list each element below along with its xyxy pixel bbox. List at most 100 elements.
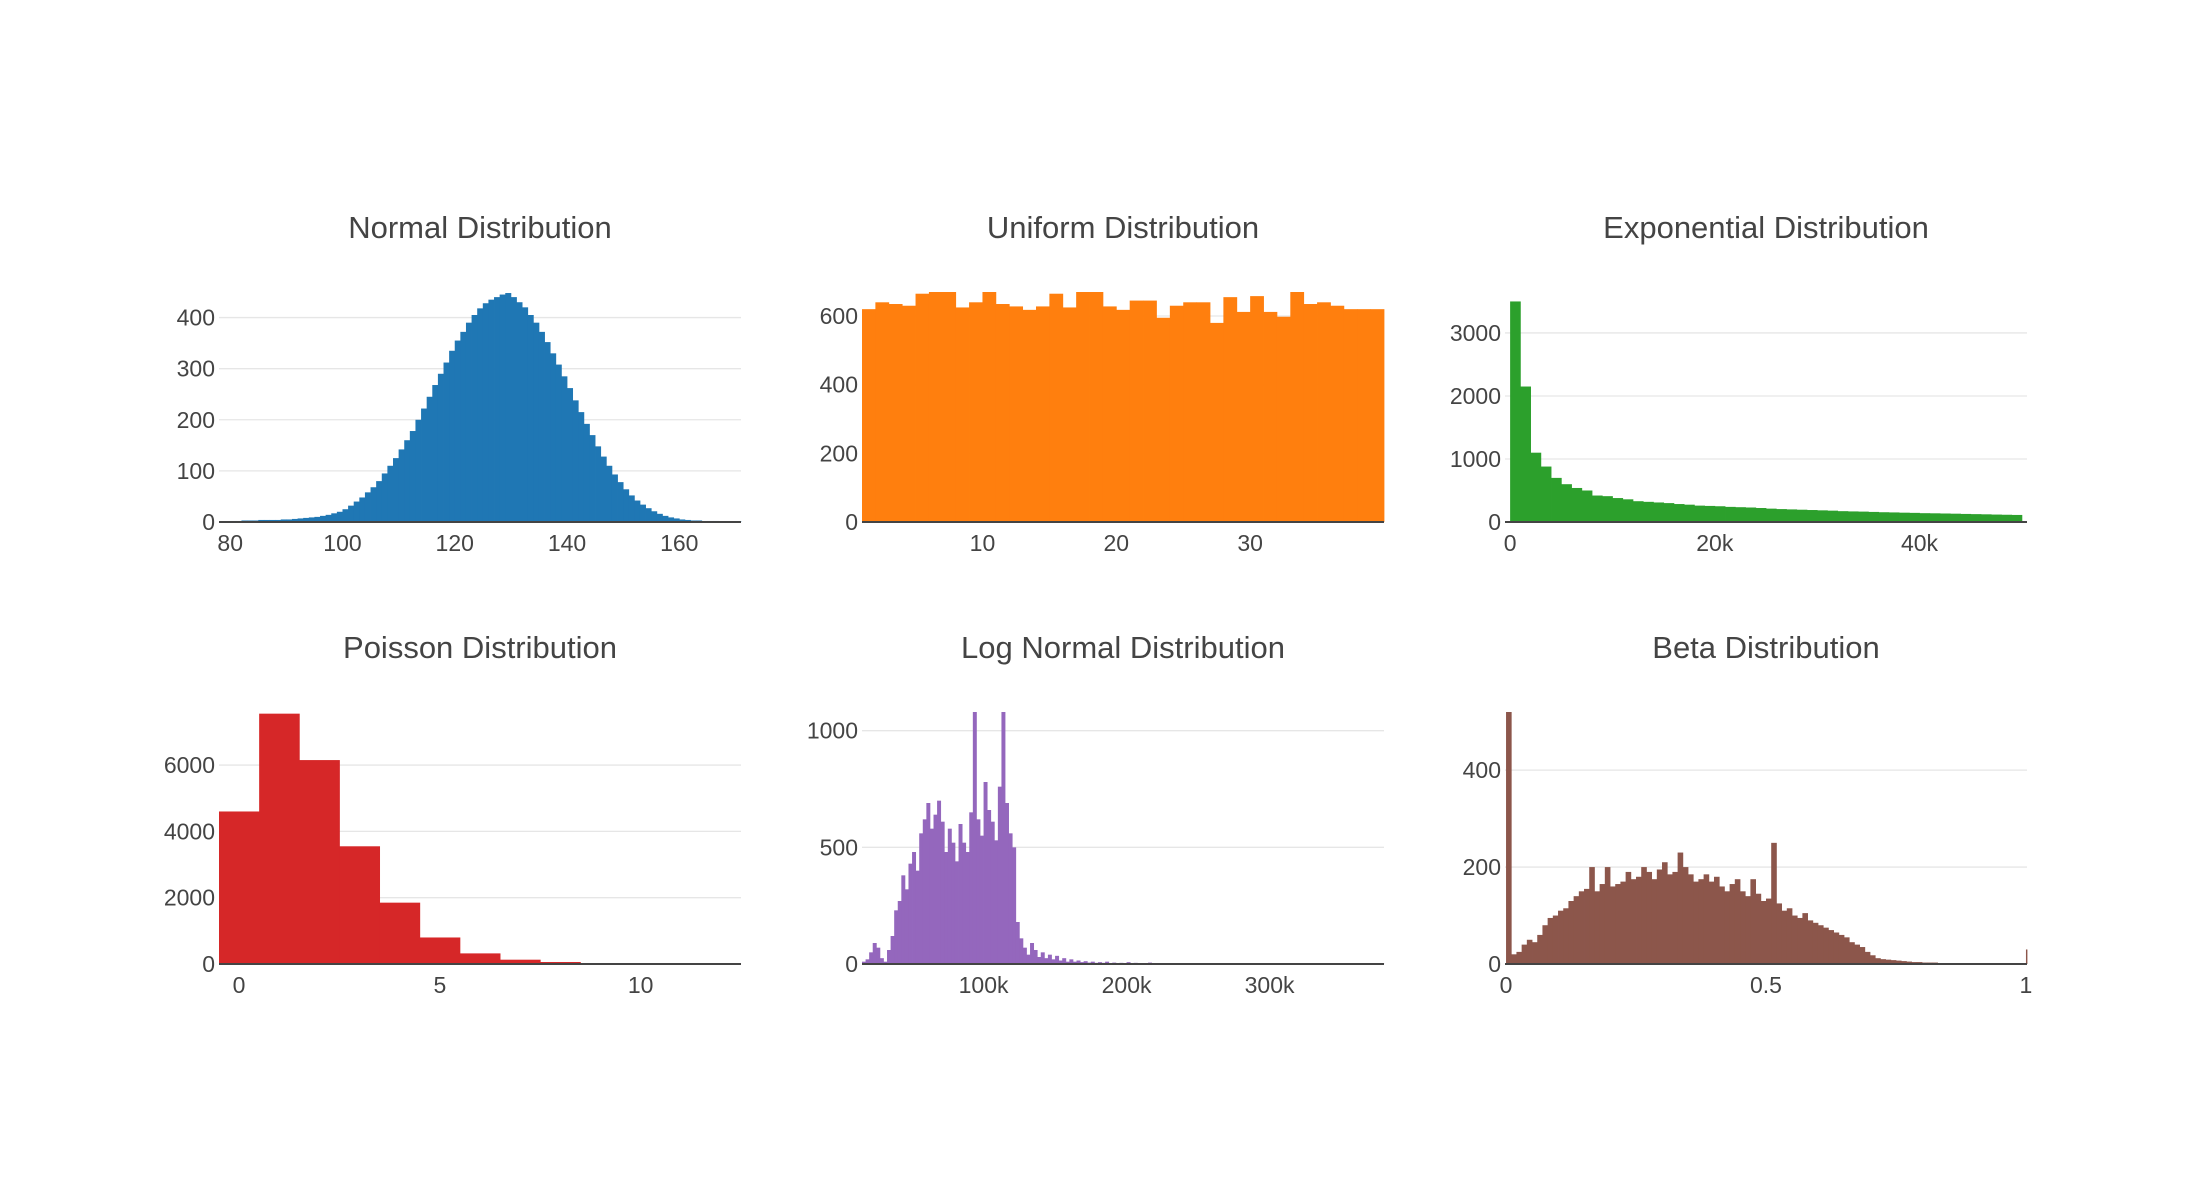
histogram-bar — [499, 294, 506, 522]
histogram-bar — [1330, 305, 1345, 522]
histogram-bar — [359, 497, 366, 522]
histogram-bar — [1102, 306, 1117, 522]
histogram-bar — [465, 322, 472, 522]
histogram-bar — [1062, 307, 1077, 522]
histogram-bar — [944, 852, 949, 964]
histogram-bar — [1812, 922, 1819, 964]
histogram-bar — [1250, 296, 1264, 522]
histogram-bar — [1571, 487, 1583, 522]
y-tick-label: 2000 — [1450, 383, 1501, 409]
histogram-bar — [1521, 944, 1528, 964]
histogram-bar — [969, 812, 974, 964]
histogram-bar — [1745, 507, 1757, 522]
histogram-bar — [1169, 305, 1184, 522]
histogram-bar — [1019, 938, 1024, 964]
histogram-bar — [1592, 495, 1603, 522]
histogram-bar — [1062, 958, 1067, 964]
histogram-bar — [1806, 510, 1818, 522]
histogram-bar — [1868, 511, 1879, 522]
histogram-bar — [331, 513, 338, 522]
histogram-bar — [488, 299, 495, 522]
histogram-bar — [1714, 876, 1720, 964]
histogram-bar — [1725, 506, 1736, 522]
histogram-bar — [976, 819, 981, 964]
histogram-bar — [1083, 961, 1088, 964]
histogram-bar — [947, 828, 952, 964]
y-tick-label: 0 — [845, 951, 858, 977]
y-tick-label: 0 — [202, 509, 215, 535]
histogram-bar — [1888, 512, 1900, 522]
histogram-bar — [1581, 490, 1593, 522]
histogram-bar — [1838, 934, 1845, 964]
histogram-bar — [1797, 917, 1803, 964]
histogram-bar — [1065, 961, 1070, 964]
histogram-bar — [1698, 879, 1705, 964]
histogram-bar — [1343, 309, 1358, 522]
histogram-bar — [1714, 506, 1726, 522]
histogram-bar — [1880, 959, 1886, 964]
histogram-bar — [471, 315, 478, 522]
histogram-bar — [1116, 309, 1131, 522]
histogram-bar — [1089, 292, 1104, 522]
histogram-bar — [1766, 898, 1772, 964]
histogram-bar — [902, 305, 916, 522]
histogram-bar — [937, 800, 942, 964]
histogram-bar — [1929, 513, 1941, 522]
histogram-bar — [348, 505, 355, 522]
histogram-bar — [662, 515, 669, 522]
bars — [230, 293, 742, 522]
histogram-bar — [1682, 867, 1689, 964]
histogram-bar — [1703, 874, 1710, 964]
histogram-bar — [1615, 884, 1621, 964]
y-tick-label: 200 — [1463, 854, 1501, 880]
histogram-bar — [1980, 514, 1992, 522]
histogram-bar — [1704, 505, 1716, 522]
histogram-bar — [409, 431, 416, 522]
histogram-bar — [219, 811, 260, 964]
y-tick-label: 0 — [845, 509, 858, 535]
histogram-bar — [1630, 879, 1637, 964]
histogram-bar — [1058, 960, 1063, 964]
histogram-bar — [983, 782, 988, 964]
histogram-bar — [1734, 879, 1741, 964]
histogram-bar — [862, 309, 876, 522]
histogram-bar — [1076, 960, 1081, 964]
histogram-bar — [286, 519, 293, 522]
chart-panel-4: Poisson Distribution 0 2000 4000 6000 0 5 10 — [164, 630, 742, 998]
histogram-bar — [1263, 311, 1278, 522]
histogram-bar — [1090, 961, 1095, 964]
histogram-bar — [862, 961, 866, 964]
histogram-bar — [651, 511, 658, 522]
histogram-bar — [1026, 954, 1031, 964]
histogram-bar — [578, 412, 585, 522]
histogram-bar — [460, 331, 467, 522]
histogram-bar — [1895, 960, 1902, 964]
y-tick-label: 400 — [820, 372, 858, 398]
histogram-bar — [1072, 961, 1077, 964]
histogram-bar — [1210, 322, 1224, 522]
histogram-bar — [505, 293, 512, 522]
histogram-bar — [370, 487, 377, 522]
histogram-bar — [1143, 300, 1157, 522]
histogram-bar — [500, 959, 541, 964]
histogram-bar — [872, 943, 877, 964]
histogram-bar — [336, 511, 343, 522]
histogram-bar — [1776, 903, 1782, 964]
histogram-bar — [1786, 509, 1798, 522]
histogram-bar — [583, 423, 590, 522]
histogram-bar — [958, 824, 963, 964]
histogram-bar — [1290, 292, 1305, 522]
histogram-bar — [387, 465, 394, 522]
histogram-bar — [567, 388, 574, 522]
histogram-bar — [299, 760, 340, 964]
histogram-bar — [443, 362, 450, 522]
histogram-bar — [1827, 510, 1839, 522]
y-tick-label: 200 — [177, 407, 215, 433]
histogram-bar — [2011, 514, 2023, 522]
histogram-bar — [1847, 511, 1859, 522]
x-tick-label: 160 — [660, 530, 698, 556]
histogram-bar — [1563, 908, 1569, 964]
bars — [1510, 301, 2023, 522]
x-tick-label: 300k — [1245, 972, 1295, 998]
histogram-bar — [639, 504, 646, 522]
